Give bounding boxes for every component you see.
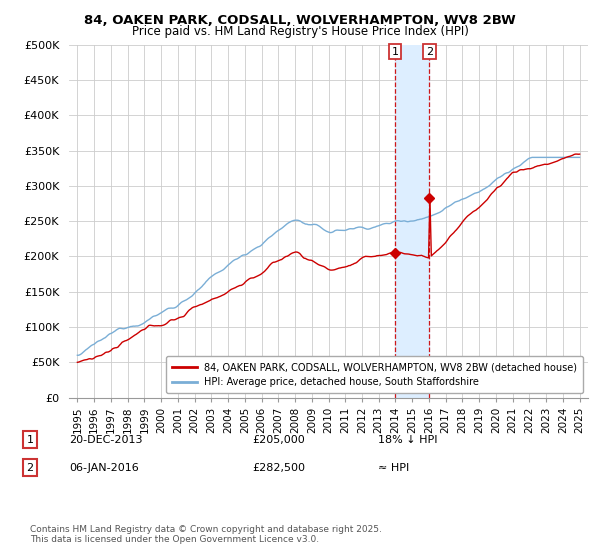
Text: 20-DEC-2013: 20-DEC-2013 — [69, 435, 143, 445]
Text: 2: 2 — [26, 463, 34, 473]
Text: 2: 2 — [426, 46, 433, 57]
Text: 84, OAKEN PARK, CODSALL, WOLVERHAMPTON, WV8 2BW: 84, OAKEN PARK, CODSALL, WOLVERHAMPTON, … — [84, 14, 516, 27]
Text: Price paid vs. HM Land Registry's House Price Index (HPI): Price paid vs. HM Land Registry's House … — [131, 25, 469, 38]
Text: Contains HM Land Registry data © Crown copyright and database right 2025.
This d: Contains HM Land Registry data © Crown c… — [30, 525, 382, 544]
Text: ≈ HPI: ≈ HPI — [378, 463, 409, 473]
Text: 18% ↓ HPI: 18% ↓ HPI — [378, 435, 437, 445]
Text: 1: 1 — [391, 46, 398, 57]
Bar — [395, 45, 429, 398]
Text: 06-JAN-2016: 06-JAN-2016 — [69, 463, 139, 473]
Text: £205,000: £205,000 — [252, 435, 305, 445]
Text: £282,500: £282,500 — [252, 463, 305, 473]
Text: 1: 1 — [26, 435, 34, 445]
Legend: 84, OAKEN PARK, CODSALL, WOLVERHAMPTON, WV8 2BW (detached house), HPI: Average p: 84, OAKEN PARK, CODSALL, WOLVERHAMPTON, … — [166, 356, 583, 393]
